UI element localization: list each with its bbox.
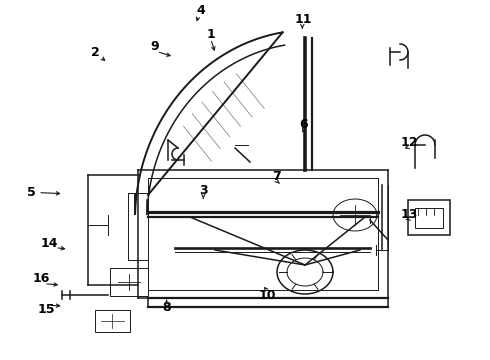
- Text: 5: 5: [27, 186, 36, 199]
- Bar: [95, 310, 130, 332]
- Bar: [110, 268, 148, 296]
- Text: 3: 3: [199, 184, 208, 197]
- Text: 13: 13: [400, 208, 418, 221]
- Text: 9: 9: [150, 40, 159, 53]
- Text: 1: 1: [206, 28, 215, 41]
- Bar: [415, 208, 443, 228]
- Text: 7: 7: [272, 170, 281, 183]
- Text: 12: 12: [400, 136, 418, 149]
- Text: 15: 15: [38, 303, 55, 316]
- Text: 10: 10: [258, 289, 276, 302]
- Text: 4: 4: [196, 4, 205, 17]
- Text: 11: 11: [295, 13, 313, 26]
- Bar: [408, 200, 450, 235]
- Text: 16: 16: [33, 273, 50, 285]
- Text: 8: 8: [162, 301, 171, 314]
- Text: 6: 6: [299, 118, 308, 131]
- Text: 14: 14: [40, 237, 58, 249]
- Text: 2: 2: [91, 46, 100, 59]
